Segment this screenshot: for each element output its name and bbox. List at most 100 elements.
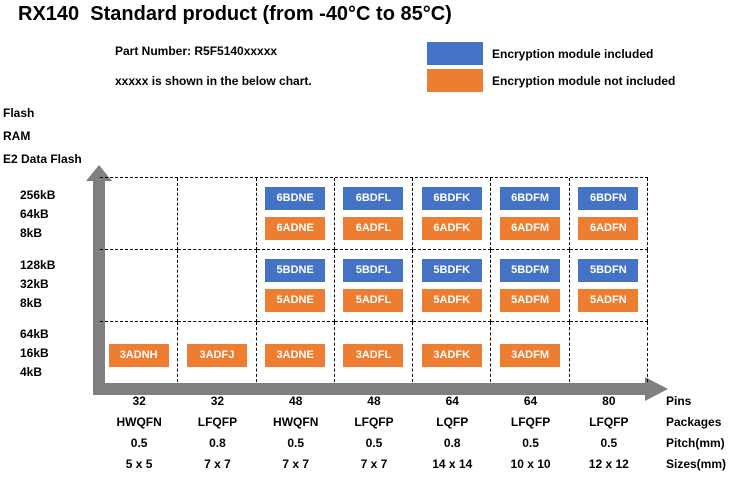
y-axis-title: Flash RAM E2 Data Flash [3,102,82,171]
grid-cell: 6BDFL 6ADFL [334,178,414,250]
x-axis-value: 0.5 [365,436,383,450]
grid-cell: 5BDNE 5ADNE [256,250,335,322]
grid-cell: 6BDFK 6ADFK [413,178,492,250]
x-axis-value: 32 [210,394,225,408]
chip-not-included: 6ADFM [500,217,561,240]
x-axis-value: LQFP [436,415,469,429]
x-axis-value: 80 [602,394,616,408]
grid-cell: 3ADFM [491,322,570,382]
chip-not-included: 5ADFK [421,289,482,312]
chip-included: 5BDFM [500,259,561,282]
x-axis-value: HWQFN [116,415,162,429]
x-axis-value: 7 x 7 [204,457,231,471]
chip-included: 5BDNE [265,259,326,282]
x-axis-row: 0.5 0.8 0.5 0.5 0.8 0.5 0.5 [100,433,648,454]
chip-not-included: 6ADFK [421,217,482,240]
x-axis-value: 14 x 14 [432,457,473,471]
x-axis-value: LFQFP [510,415,551,429]
x-axis-row: 32 32 48 48 64 64 80 [100,391,648,412]
x-axis-arrow [93,383,646,395]
y-tick-ram: 16kB [20,346,49,360]
page-title: RX140 Standard product (from -40°C to 85… [18,3,452,25]
x-axis-table: 32 32 48 48 64 64 80 HWQFN LFQFP HWQFN LFQFP LQFP LF… [100,391,648,475]
grid-cell: 3ADFK [413,322,492,382]
grid-row: 6BDNE 6ADNE 6BDFL 6ADFL 6BDFK 6ADFK 6BDFM 6ADFM… [100,178,648,250]
y-tick-flash: 256kB [20,188,56,202]
legend-swatch-not-included [427,69,483,92]
x-axis-value: 48 [289,394,303,408]
chip-included: 6BDFL [343,187,404,210]
chip-not-included: 6ADNE [265,217,326,240]
legend-label-not-included: Encryption module not included [492,73,676,88]
x-axis-value: HWQFN [273,415,319,429]
x-axis-value: 0.5 [287,436,305,450]
x-axis-value: 0.5 [600,436,618,450]
x-axis-row-label: Sizes(mm) [666,457,727,471]
grid-cell: 3ADNE [257,322,335,382]
grid-cell: 3ADNH [100,322,179,382]
x-axis-value: LFQFP [197,415,238,429]
chip-included: 6BDNE [265,187,326,210]
chip-not-included: 5ADFM [500,289,561,312]
legend-swatch-included [427,42,483,65]
x-axis-row-labels: Pins Packages Pitch(mm) Sizes(mm) [666,391,726,475]
chip-not-included: 3ADFL [343,344,404,367]
x-axis-value: 0.5 [130,436,148,450]
chip-not-included: 5ADFN [578,289,639,312]
chip-not-included: 3ADFK [421,344,482,367]
y-tick-e2: 8kB [20,226,43,240]
grid-cell: 3ADFJ [178,322,257,382]
grid-cell: 6BDNE 6ADNE [256,178,335,250]
grid-cell [100,250,179,322]
chip-not-included: 5ADFL [343,289,404,312]
grid-cell [178,250,257,322]
chip-included: 5BDFL [343,259,404,282]
legend-item-included: Encryption module included [427,42,653,65]
part-number-note: xxxxx is shown in the below chart. [115,74,312,88]
x-axis-value: 0.8 [209,436,226,450]
chip-included: 6BDFM [500,187,561,210]
x-axis-value: 32 [132,394,146,408]
chip-not-included: 5ADNE [265,289,326,312]
grid-cell: 6BDFN 6ADFN [569,178,648,250]
grid-row: 3ADNH 3ADFJ 3ADNE 3ADFL 3ADFK 3ADFM [100,322,648,382]
x-axis-value: 10 x 10 [510,457,551,471]
x-axis-value: 7 x 7 [282,457,310,471]
chip-included: 6BDFN [578,187,639,210]
legend-label-included: Encryption module included [492,46,654,61]
grid-cell: 6BDFM 6ADFM [491,178,570,250]
x-axis-value: 0.5 [522,436,539,450]
y-tick-ram: 64kB [20,207,49,221]
chip-grid: 6BDNE 6ADNE 6BDFL 6ADFL 6BDFK 6ADFK 6BDFM 6ADFM… [100,177,648,382]
y-axis-title-line-ram: RAM [3,129,31,143]
grid-cell: 5BDFN 5ADFN [569,250,648,322]
grid-cell [178,178,257,250]
chip-included: 5BDFN [578,259,639,282]
chip-not-included: 3ADNH [108,344,169,367]
chip-not-included: 6ADFL [343,217,404,240]
chip-included: 5BDFK [421,259,482,282]
y-axis-title-line-e2: E2 Data Flash [3,152,82,166]
x-axis-value: 64 [523,394,538,408]
x-axis-value: 48 [367,394,381,408]
x-axis-value: 64 [445,394,459,408]
y-axis-arrow [93,180,105,383]
x-axis-value: 0.8 [443,436,461,450]
chip-included: 6BDFK [421,187,482,210]
x-axis-value: 7 x 7 [360,457,388,471]
y-axis-group-3-labels: 64kB 16kB 4kB [20,325,49,382]
x-axis-row-label: Pitch(mm) [666,436,725,450]
chip-not-included: 6ADFN [578,217,639,240]
y-tick-flash: 64kB [20,327,49,341]
y-tick-e2: 4kB [20,365,43,379]
y-axis-group-1-labels: 256kB 64kB 8kB [20,186,55,243]
x-axis-arrowhead-icon [645,377,668,401]
x-axis-value: 12 x 12 [588,457,629,471]
grid-cell: 5BDFK 5ADFK [413,250,492,322]
x-axis-row-label: Pins [666,394,692,408]
grid-cell [570,322,648,382]
grid-cell [100,178,179,250]
chip-not-included: 3ADFM [500,344,561,367]
y-tick-e2: 8kB [20,296,43,310]
